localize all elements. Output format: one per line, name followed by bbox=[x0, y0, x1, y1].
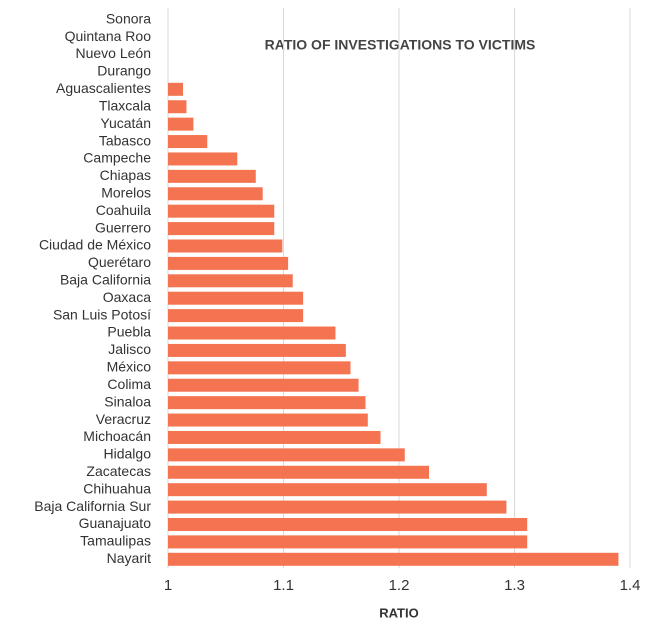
bar bbox=[168, 117, 194, 131]
y-tick-label: Aguascalientes bbox=[56, 80, 151, 96]
y-tick-label: Veracruz bbox=[96, 411, 151, 427]
bar bbox=[168, 396, 366, 410]
bar bbox=[168, 309, 304, 323]
y-tick-label: Guerrero bbox=[95, 219, 151, 235]
y-tick-label: México bbox=[107, 359, 152, 375]
y-tick-label: Nayarit bbox=[107, 550, 151, 566]
bar bbox=[168, 517, 528, 531]
bar bbox=[168, 82, 184, 96]
x-tick-label: 1.2 bbox=[389, 577, 410, 594]
bar bbox=[168, 152, 238, 166]
y-tick-label: Morelos bbox=[101, 184, 151, 200]
y-tick-label: Oaxaca bbox=[103, 289, 151, 305]
bar bbox=[168, 204, 275, 218]
y-tick-label: Campeche bbox=[83, 150, 151, 166]
bar bbox=[168, 291, 304, 305]
x-axis-label: RATIO bbox=[379, 605, 418, 620]
y-tick-label: Zacatecas bbox=[86, 463, 151, 479]
y-tick-label: Coahuila bbox=[96, 202, 151, 218]
x-tick-label: 1 bbox=[164, 577, 172, 594]
y-tick-label: Ciudad de México bbox=[39, 237, 151, 253]
y-tick-label: San Luis Potosí bbox=[53, 306, 151, 322]
y-tick-label: Chihuahua bbox=[83, 480, 151, 496]
bar bbox=[168, 552, 619, 566]
bar bbox=[168, 326, 336, 340]
y-tick-label: Baja California bbox=[60, 272, 151, 288]
bar bbox=[168, 256, 289, 270]
x-tick-label: 1.3 bbox=[504, 577, 525, 594]
bar bbox=[168, 500, 507, 514]
y-tick-label: Quintana Roo bbox=[65, 28, 152, 44]
bar bbox=[168, 274, 293, 288]
bar bbox=[168, 222, 275, 236]
bar bbox=[168, 430, 381, 444]
bar bbox=[168, 413, 368, 427]
y-tick-label: Sinaloa bbox=[104, 393, 151, 409]
bar bbox=[168, 465, 430, 479]
bar bbox=[168, 187, 263, 201]
y-tick-label: Baja California Sur bbox=[34, 498, 151, 514]
y-tick-label: Yucatán bbox=[100, 115, 151, 131]
y-tick-label: Sonora bbox=[106, 10, 151, 26]
y-tick-label: Querétaro bbox=[88, 254, 151, 270]
y-tick-label: Tlaxcala bbox=[99, 97, 151, 113]
y-tick-label: Michoacán bbox=[83, 428, 151, 444]
bar bbox=[168, 343, 346, 357]
bar bbox=[168, 361, 351, 375]
y-tick-label: Nuevo León bbox=[75, 45, 151, 61]
bar bbox=[168, 135, 208, 149]
bar bbox=[168, 239, 283, 253]
y-tick-label: Chiapas bbox=[100, 167, 151, 183]
x-tick-label: 1.1 bbox=[273, 577, 294, 594]
y-tick-label: Guanajuato bbox=[79, 515, 152, 531]
y-tick-label: Colima bbox=[107, 376, 151, 392]
y-tick-label: Puebla bbox=[107, 324, 151, 340]
bar bbox=[168, 483, 487, 497]
y-tick-label: Durango bbox=[97, 63, 151, 79]
y-tick-label: Hidalgo bbox=[104, 446, 152, 462]
bar bbox=[168, 448, 405, 462]
y-tick-label: Tamaulipas bbox=[80, 533, 151, 549]
bar bbox=[168, 378, 359, 392]
x-tick-label: 1.4 bbox=[620, 577, 641, 594]
y-tick-label: Tabasco bbox=[99, 132, 151, 148]
bar bbox=[168, 100, 187, 114]
chart-title: RATIO OF INVESTIGATIONS TO VICTIMS bbox=[265, 37, 536, 53]
y-tick-label: Jalisco bbox=[108, 341, 151, 357]
bar bbox=[168, 169, 256, 183]
bar bbox=[168, 535, 528, 549]
